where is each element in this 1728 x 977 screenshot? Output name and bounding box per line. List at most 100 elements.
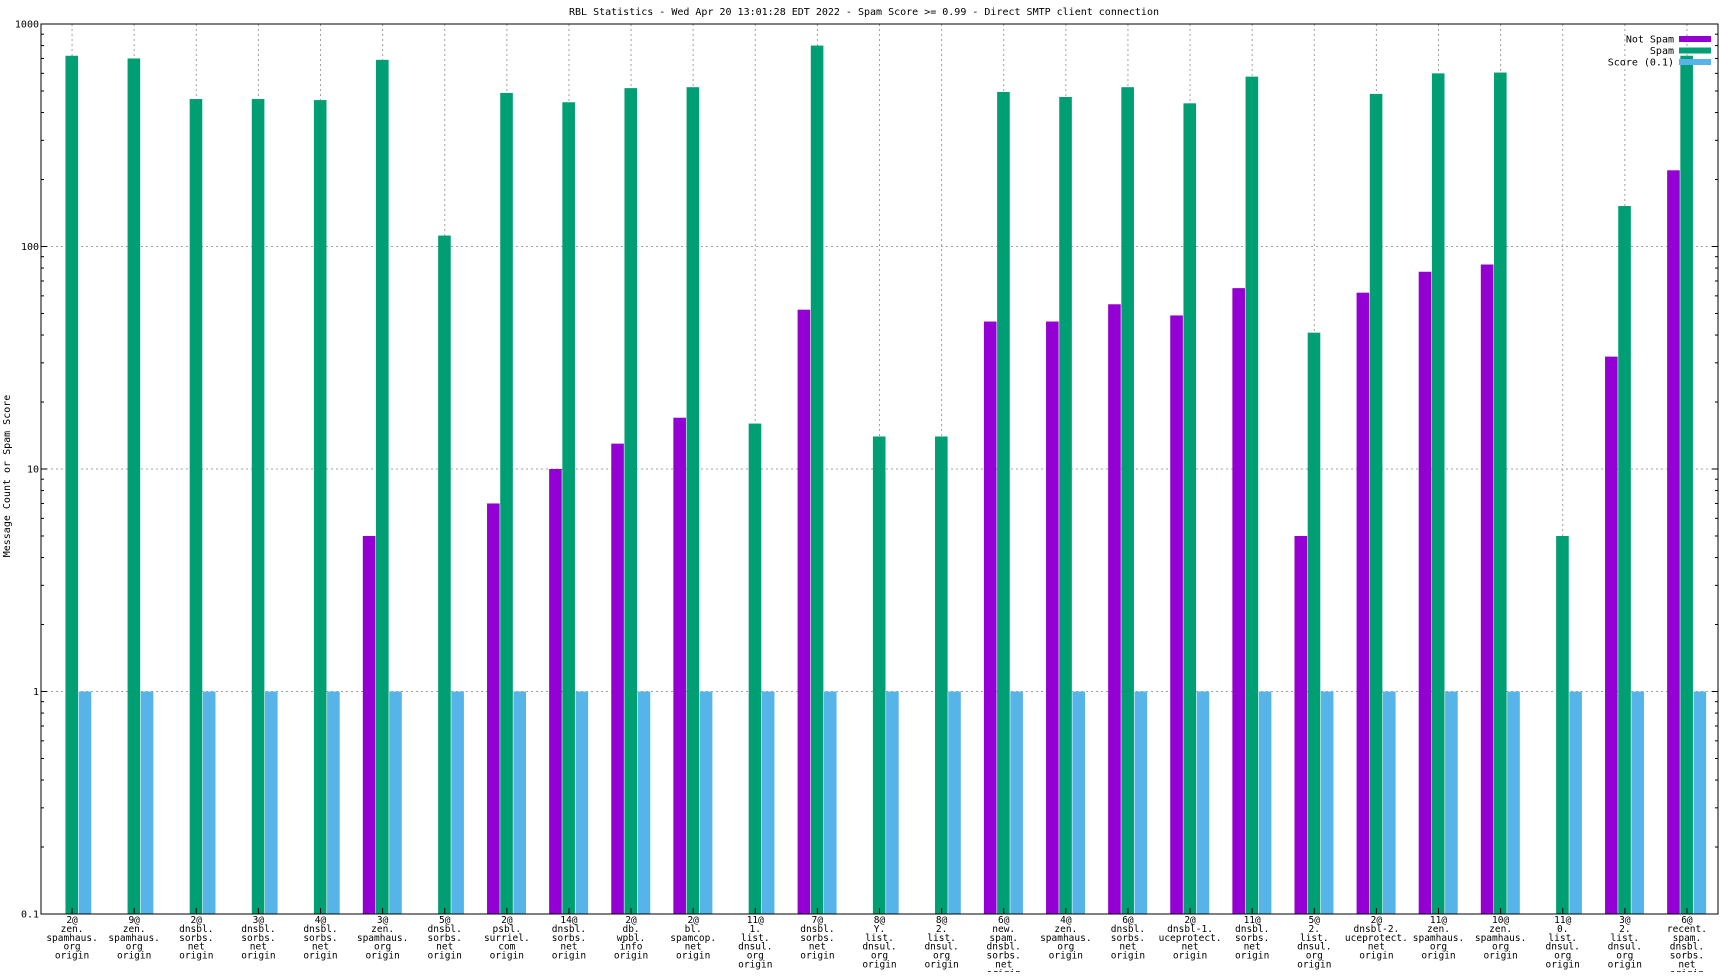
category-label-line: origin — [800, 951, 834, 962]
category-label-line: origin — [117, 951, 151, 962]
bar-score-0-1 — [327, 691, 340, 914]
bar-not-spam — [362, 535, 376, 914]
category-label-line: spamhaus. — [1475, 933, 1526, 944]
category-label-line: dnsbl. — [179, 924, 213, 935]
bar-score-0-1 — [823, 691, 837, 914]
bar-score-0-1 — [1445, 691, 1458, 914]
bar-score-0-1 — [948, 691, 961, 914]
category-label-line: 5@ — [1309, 915, 1321, 926]
category-label-line: org — [1430, 942, 1447, 953]
bar-spam — [1369, 93, 1383, 914]
category-label-line: dnsul. — [1608, 942, 1642, 953]
bar-not-spam — [1232, 288, 1245, 914]
category-label-line: origin — [1608, 960, 1642, 971]
bar-not-spam — [487, 503, 500, 914]
category-label-line: 2@ — [1371, 915, 1383, 926]
category-label-line: dnsbl. — [303, 924, 337, 935]
bar-not-spam — [673, 417, 686, 914]
category-label-line: 11@ — [1554, 915, 1571, 926]
bar-not-spam — [797, 309, 811, 914]
bar-spam — [997, 91, 1010, 915]
bar-not-spam — [611, 443, 624, 914]
bar-spam — [376, 59, 389, 914]
bar-spam — [500, 92, 513, 914]
category-label-line: origin — [55, 951, 89, 962]
category-label-line: dnsul. — [862, 942, 896, 953]
category-label-line: spamhaus. — [357, 933, 408, 944]
category-label-line: spam. — [989, 933, 1018, 944]
bar-spam — [624, 88, 638, 914]
category-label-line: 6@ — [1681, 915, 1693, 926]
bar-spam — [1431, 73, 1445, 915]
category-label-line: origin — [1235, 951, 1269, 962]
category-label-line: dnsbl. — [1111, 924, 1145, 935]
bar-score-0-1 — [1693, 691, 1707, 914]
bar-spam — [189, 99, 203, 915]
category-label-line: spam. — [1673, 933, 1702, 944]
category-label-line: 9@ — [128, 915, 140, 926]
category-label-line: 2. — [1619, 924, 1630, 935]
category-label-line: net — [995, 960, 1012, 971]
category-label-line: list. — [865, 933, 894, 944]
bar-score-0-1 — [264, 691, 278, 914]
category-label-line: new. — [992, 924, 1015, 935]
category-label-line: dnsbl. — [241, 924, 275, 935]
category-label-line: org — [63, 942, 80, 953]
category-label-line: spamhaus. — [1040, 933, 1091, 944]
category-label-line: org — [1306, 951, 1323, 962]
category-label-line: net — [188, 942, 205, 953]
category-label-line: origin — [1670, 968, 1704, 972]
bar-not-spam — [1046, 321, 1059, 914]
category-label-line: dnsbl. — [428, 924, 462, 935]
category-label-line: origin — [179, 951, 213, 962]
category-label-line: zen. — [1054, 924, 1077, 935]
bar-score-0-1 — [1507, 691, 1520, 914]
category-label-line: zen. — [123, 924, 146, 935]
bar-score-0-1 — [886, 691, 899, 914]
category-label-line: psbl. — [493, 924, 522, 935]
bar-spam — [810, 45, 824, 914]
bar-score-0-1 — [1072, 691, 1086, 914]
category-label-line: origin — [552, 951, 586, 962]
category-label-line: 6@ — [1122, 915, 1134, 926]
category-label-line: uceprotect. — [1159, 933, 1222, 944]
category-label-line: 11@ — [1244, 915, 1261, 926]
category-label-line: 2@ — [1184, 915, 1196, 926]
category-label-line: origin — [1421, 951, 1455, 962]
category-label-line: net — [1678, 960, 1695, 971]
category-label-line: list. — [927, 933, 956, 944]
bar-spam — [438, 235, 451, 914]
category-label-line: net — [685, 942, 702, 953]
category-label-line: origin — [241, 951, 275, 962]
bar-score-0-1 — [1196, 691, 1210, 914]
bar-not-spam — [1480, 264, 1494, 914]
category-label-line: org — [1616, 951, 1633, 962]
category-label-line: 6@ — [998, 915, 1010, 926]
category-label-line: origin — [1359, 951, 1393, 962]
category-label-line: 11@ — [747, 915, 764, 926]
bar-spam — [65, 55, 79, 914]
bar-spam — [1618, 206, 1631, 914]
bar-spam — [1494, 72, 1507, 914]
category-label-line: wpbl. — [617, 933, 646, 944]
bar-spam — [1121, 87, 1134, 914]
category-label-line: list. — [1300, 933, 1329, 944]
category-label-line: net — [436, 942, 453, 953]
category-label-line: 2. — [936, 924, 947, 935]
y-ticks: 1000 100 10 1 0.1 — [15, 20, 1718, 921]
category-label-line: list. — [741, 933, 770, 944]
legend-swatch — [1679, 36, 1711, 42]
bar-score-0-1 — [513, 691, 527, 914]
bar-spam — [748, 423, 762, 914]
bar-spam — [686, 87, 700, 914]
category-label-line: 3@ — [1619, 915, 1631, 926]
category-label-line: sorbs. — [428, 933, 462, 944]
category-label-line: sorbs. — [179, 933, 213, 944]
bar-spam — [1183, 103, 1197, 914]
category-label-line: 2@ — [66, 915, 78, 926]
category-label-line: list. — [1611, 933, 1640, 944]
bar-score-0-1 — [1320, 691, 1334, 914]
bar-score-0-1 — [637, 691, 651, 914]
category-label-line: org — [933, 951, 950, 962]
bar-not-spam — [1294, 535, 1308, 914]
